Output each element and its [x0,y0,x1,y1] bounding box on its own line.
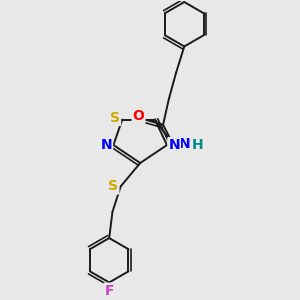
Text: F: F [104,284,114,298]
Text: N: N [179,137,191,152]
Text: O: O [133,109,145,123]
Text: N: N [168,138,180,152]
Text: H: H [192,138,204,152]
Text: S: S [108,179,118,194]
Text: S: S [110,111,120,125]
Text: N: N [100,138,112,152]
